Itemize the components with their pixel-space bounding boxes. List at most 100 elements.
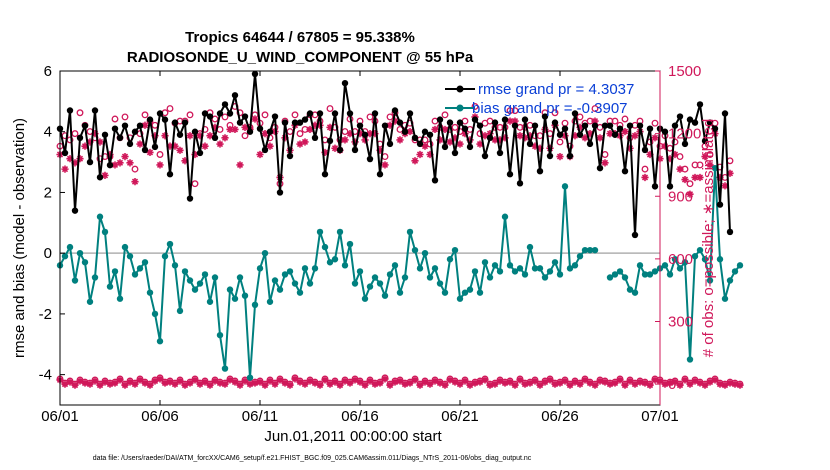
obs-assimilated-marker <box>631 132 639 140</box>
obs-possible-marker <box>386 113 394 121</box>
bias-point <box>276 286 284 293</box>
obs-assimilated-marker <box>86 138 94 146</box>
obs-assimilated-marker <box>401 380 409 388</box>
rmse-point <box>626 122 634 129</box>
obs-assimilated-marker <box>586 130 594 138</box>
obs-assimilated-marker <box>576 123 584 131</box>
obs-assimilated-marker <box>206 132 214 140</box>
obs-assimilated-marker <box>281 379 289 387</box>
rmse-point <box>221 101 229 108</box>
legend-rmse-marker <box>456 85 464 93</box>
obs-assimilated-marker <box>616 376 624 384</box>
rmse-point <box>456 119 464 126</box>
bias-point <box>196 280 204 287</box>
obs-assimilated-marker <box>66 378 74 386</box>
obs-assimilated-marker <box>151 377 159 385</box>
rmse-point <box>131 128 139 135</box>
rmse-point <box>526 140 534 148</box>
obs-assimilated-marker <box>486 130 494 138</box>
obs-assimilated-marker <box>501 134 509 142</box>
y-left-tick-label: 0 <box>44 245 52 262</box>
obs-assimilated-marker <box>711 376 719 384</box>
obs-assimilated-marker <box>461 377 469 385</box>
obs-assimilated-marker <box>491 380 499 388</box>
legend-bias-marker <box>456 104 464 112</box>
rmse-point <box>196 149 204 157</box>
bias-point <box>251 301 259 308</box>
obs-assimilated-marker <box>61 165 69 173</box>
obs-assimilated-marker <box>156 161 164 169</box>
rmse-point <box>346 110 354 117</box>
obs-assimilated-marker <box>521 380 529 388</box>
bias-point <box>381 292 389 299</box>
obs-assimilated-marker <box>326 123 334 131</box>
y-left-tick-label: 6 <box>44 63 52 80</box>
bias-point <box>611 271 619 278</box>
bias-point <box>321 243 329 251</box>
rmse-point <box>101 131 109 138</box>
rmse-point <box>391 107 399 114</box>
obs-assimilated-marker <box>366 377 374 385</box>
obs-assimilated-marker <box>196 380 204 388</box>
bias-point <box>481 259 489 266</box>
rmse-point <box>176 131 184 138</box>
obs-assimilated-marker <box>586 379 594 387</box>
rmse-point <box>246 128 254 135</box>
bias-point <box>521 271 529 278</box>
bias-point <box>446 256 454 263</box>
bias-point <box>736 262 744 269</box>
obs-assimilated-marker <box>331 144 339 152</box>
chart-title-line1: Tropics 64644 / 67805 = 95.338% <box>185 29 415 46</box>
obs-assimilated-marker <box>486 381 494 389</box>
obs-assimilated-marker <box>206 381 214 389</box>
bias-point <box>201 271 209 278</box>
bias-point <box>331 256 339 263</box>
obs-assimilated-marker <box>701 381 709 389</box>
bias-point <box>621 274 629 281</box>
bias-point <box>351 280 359 287</box>
obs-assimilated-marker <box>121 381 129 389</box>
obs-possible-marker <box>686 180 694 188</box>
obs-assimilated-marker <box>216 140 224 148</box>
obs-assimilated-marker <box>446 376 454 384</box>
obs-assimilated-marker <box>546 376 554 384</box>
rmse-point <box>356 122 364 129</box>
obs-assimilated-marker <box>391 378 399 386</box>
obs-assimilated-marker <box>116 376 124 384</box>
y-right-tick-label: 0 <box>668 376 676 393</box>
obs-possible-marker <box>296 130 304 138</box>
obs-assimilated-marker <box>521 134 529 142</box>
rmse-point <box>661 128 669 135</box>
rmse-point <box>696 101 704 108</box>
rmse-point <box>111 125 119 132</box>
bias-point <box>346 240 354 248</box>
obs-assimilated-marker <box>356 378 364 386</box>
obs-possible-marker <box>621 115 629 123</box>
rmse-point <box>421 128 429 135</box>
obs-assimilated-marker <box>606 380 614 388</box>
obs-possible-marker <box>131 165 139 173</box>
obs-assimilated-marker <box>676 165 684 173</box>
obs-assimilated-marker <box>406 127 414 136</box>
obs-assimilated-marker <box>376 146 384 154</box>
obs-assimilated-marker <box>406 379 414 387</box>
bias-point <box>516 265 524 272</box>
bias-point <box>581 246 589 254</box>
rmse-point <box>571 110 579 117</box>
obs-assimilated-marker <box>556 379 564 387</box>
rmse-point <box>121 122 129 129</box>
obs-assimilated-marker <box>266 377 274 385</box>
legend: rmse grand pr = 4.3037 bias grand pr = -… <box>445 81 634 117</box>
rmse-point <box>236 119 244 126</box>
obs-assimilated-marker <box>371 130 379 138</box>
bias-point <box>81 259 89 266</box>
rmse-point <box>186 195 194 202</box>
obs-assimilated-marker <box>181 157 189 165</box>
rmse-point <box>641 146 649 154</box>
rmse-point <box>96 174 104 181</box>
obs-possible-marker <box>511 107 519 115</box>
bias-point <box>491 262 499 269</box>
y-right-axis-ticks: 1500 1200 900 600 300 0 <box>655 63 701 393</box>
obs-assimilated-marker <box>91 130 99 138</box>
obs-assimilated-marker <box>211 123 219 131</box>
